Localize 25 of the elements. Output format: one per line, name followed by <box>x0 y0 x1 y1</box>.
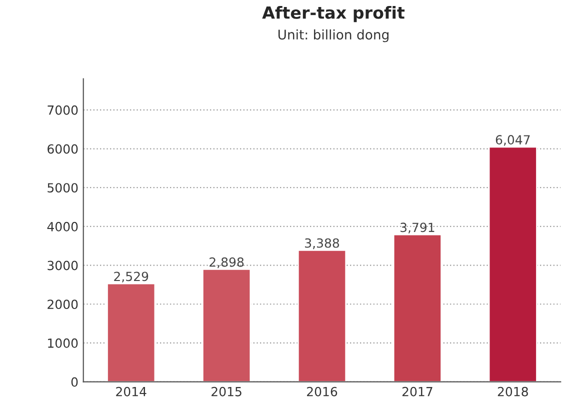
x-tick-label: 2016 <box>307 386 338 396</box>
data-label: 2,898 <box>210 257 244 268</box>
data-label: 3,791 <box>400 222 434 234</box>
x-tick-label: 2018 <box>498 386 528 396</box>
data-label: 6,047 <box>496 135 530 146</box>
bar <box>392 234 442 382</box>
y-tick-label: 3000 <box>48 260 78 270</box>
bar <box>488 146 538 382</box>
bar <box>297 250 347 382</box>
data-label: 3,388 <box>305 238 340 250</box>
y-tick-label: 4000 <box>47 222 78 232</box>
bar <box>202 268 252 382</box>
y-tick-label: 1000 <box>48 338 78 348</box>
y-tick-label: 0 <box>71 377 78 387</box>
chart-title: After-tax profit <box>262 6 405 22</box>
x-tick-label: 2015 <box>212 386 242 396</box>
x-tick-label: 2017 <box>402 386 432 396</box>
y-tick-label: 7000 <box>48 105 78 115</box>
bar <box>106 282 156 382</box>
x-tick-label: 2014 <box>116 386 146 396</box>
data-label: 2,529 <box>114 272 148 282</box>
y-tick-label: 5000 <box>48 183 78 193</box>
chart-subtitle: Unit: billion dong <box>278 29 388 42</box>
y-tick-label: 6000 <box>48 144 78 154</box>
y-tick-label: 2000 <box>48 300 78 310</box>
